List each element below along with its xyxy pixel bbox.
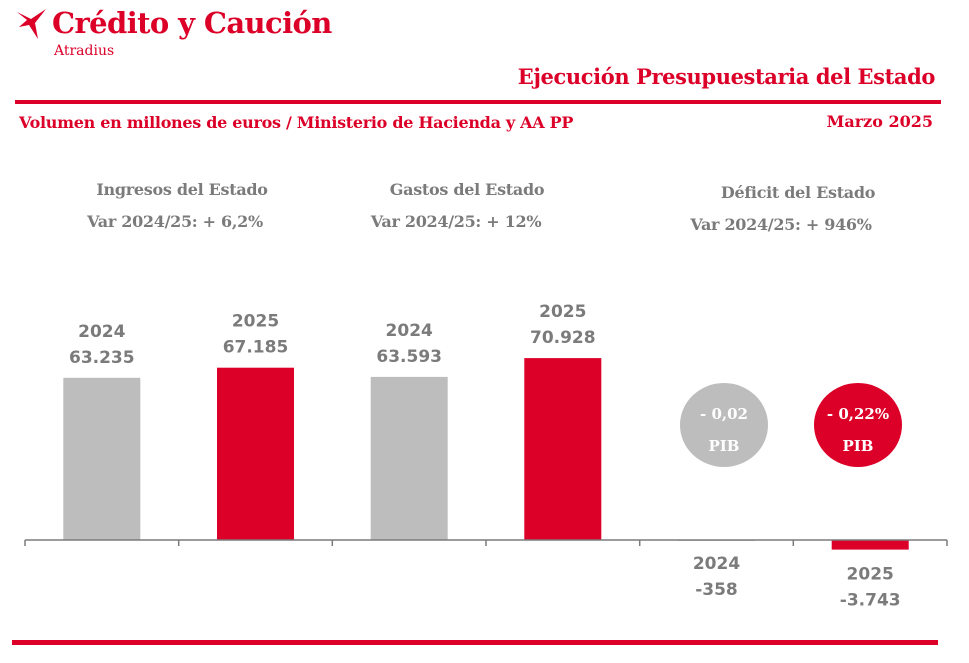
group-var-ingresos: Var 2024/25: + 6,2% bbox=[87, 212, 263, 231]
bar-value-label-4: -358 bbox=[695, 580, 738, 600]
bar-0 bbox=[63, 377, 141, 540]
bar-year-label-4: 2024 bbox=[693, 554, 740, 574]
top-divider bbox=[15, 100, 941, 104]
logo-brand-sub: Atradius bbox=[54, 43, 115, 59]
page-title: Ejecución Presupuestaria del Estado bbox=[517, 64, 936, 89]
pib-badge-label-1: PIB bbox=[843, 437, 874, 455]
bar-2 bbox=[370, 376, 448, 540]
group-title-deficit: Déficit del Estado bbox=[720, 183, 876, 202]
report-date: Marzo 2025 bbox=[826, 112, 933, 131]
pib-badge-0 bbox=[680, 383, 768, 467]
bar-value-label-2: 63.593 bbox=[376, 347, 442, 367]
bar-year-label-2: 2024 bbox=[386, 321, 433, 341]
bottom-divider bbox=[12, 640, 938, 645]
pib-badge-value-1: - 0,22% bbox=[827, 405, 889, 423]
bar-value-label-0: 63.235 bbox=[69, 348, 135, 368]
group-var-gastos: Var 2024/25: + 12% bbox=[370, 212, 542, 231]
bar-year-label-0: 2024 bbox=[78, 322, 125, 342]
bar-3 bbox=[524, 358, 602, 540]
group-var-deficit: Var 2024/25: + 946% bbox=[690, 215, 872, 234]
bird-logo-icon bbox=[17, 9, 46, 39]
bar-5 bbox=[831, 540, 909, 550]
pib-badge-value-0: - 0,02 bbox=[700, 405, 748, 423]
bar-year-label-5: 2025 bbox=[847, 565, 894, 585]
bar-value-label-5: -3.743 bbox=[840, 591, 901, 611]
bar-year-label-1: 2025 bbox=[232, 312, 279, 332]
pib-badge-label-0: PIB bbox=[709, 437, 740, 455]
bar-year-label-3: 2025 bbox=[539, 302, 586, 322]
logo-brand-name: Crédito y Caución bbox=[52, 6, 332, 40]
bar-value-label-3: 70.928 bbox=[530, 328, 596, 348]
group-title-gastos: Gastos del Estado bbox=[389, 180, 545, 199]
page-subtitle: Volumen en millones de euros / Ministeri… bbox=[19, 113, 574, 132]
pib-badge-1 bbox=[814, 383, 902, 467]
group-title-ingresos: Ingresos del Estado bbox=[96, 180, 268, 199]
bar-1 bbox=[217, 367, 294, 540]
bar-value-label-1: 67.185 bbox=[223, 338, 289, 358]
